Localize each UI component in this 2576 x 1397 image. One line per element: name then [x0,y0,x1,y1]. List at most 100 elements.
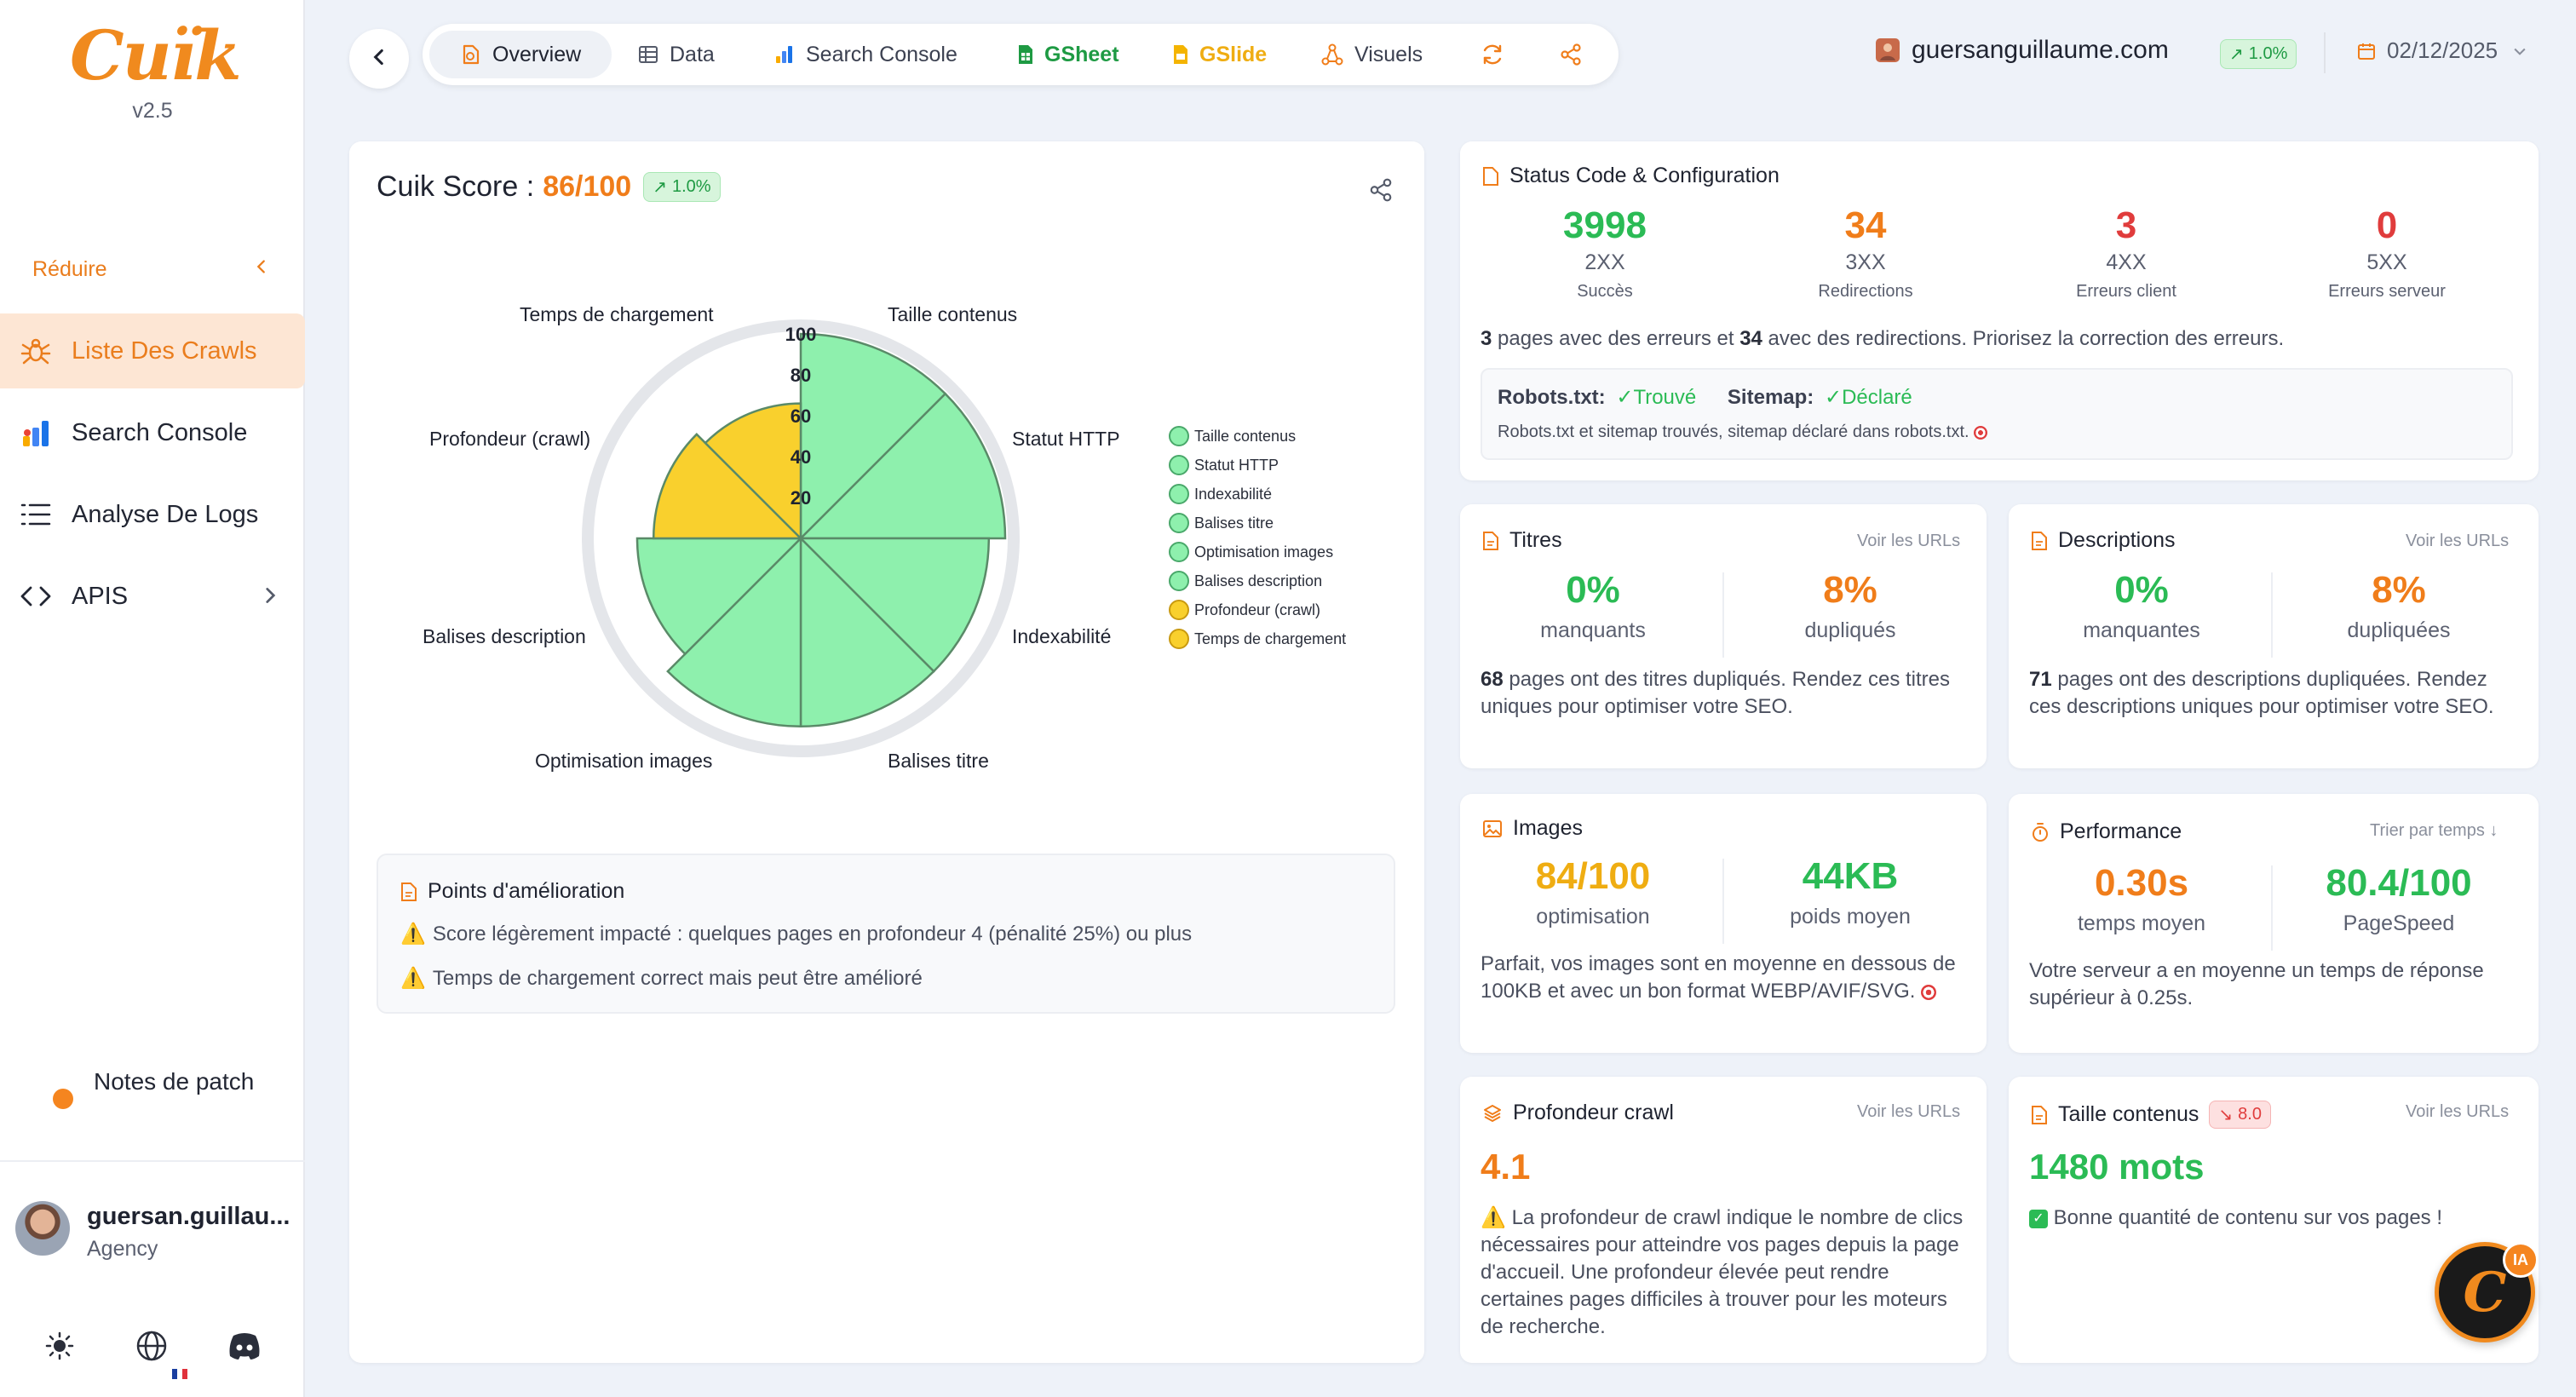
check-icon: ✓ [1824,386,1843,409]
calendar-icon [2356,41,2377,61]
descriptions-text: 71 pages ont des descriptions dupliquées… [2029,668,2494,718]
legend-item[interactable]: Balises titre [1169,513,1274,533]
legend-swatch [1169,600,1189,620]
legend-label: Taille contenus [1194,427,1297,445]
radar-label-profondeur: Profondeur (crawl) [429,428,591,450]
legend-swatch [1169,513,1189,533]
depth-text: ⚠️ La profondeur de crawl indique le nom… [1481,1206,1964,1338]
site-favicon-icon [1876,38,1900,62]
sort-by-time-link[interactable]: Trier par temps ↓ [2370,821,2498,840]
radar-tick-label: 100 [785,324,817,345]
patch-notes-link[interactable]: Notes de patch [53,1065,264,1109]
sidebar-item-label: Liste Des Crawls [72,336,257,365]
gslide-icon [1172,43,1189,66]
legend-item[interactable]: Optimisation images [1169,542,1333,562]
status-2xx: 3998 2XX Succès [1563,204,1647,301]
legend-item[interactable]: Taille contenus [1169,426,1296,446]
legend-label: Balises description [1194,572,1323,589]
collapse-sidebar-button[interactable]: Réduire [32,254,271,285]
collapse-label: Réduire [32,256,107,281]
radar-label-images: Optimisation images [535,750,713,772]
performance-pagespeed: 80.4/100 PageSpeed [2326,862,2472,935]
spider-icon [17,332,55,370]
radar-label-titre: Balises titre [888,750,989,772]
user-role: Agency [87,1237,158,1261]
globe-icon[interactable] [135,1329,169,1367]
sun-icon[interactable] [44,1331,75,1365]
refresh-icon[interactable] [1481,43,1504,71]
domain-trend-badge: ↗ 1.0% [2220,39,2297,69]
tab-visuels[interactable]: Visuels [1320,31,1423,78]
legend-item[interactable]: Indexabilité [1169,484,1272,504]
view-urls-link[interactable]: Voir les URLs [2406,1102,2510,1121]
gsheet-icon [1017,43,1034,66]
layers-icon [1482,1103,1503,1124]
radar-label-statut: Statut HTTP [1012,428,1120,450]
user-profile[interactable]: guersan.guillau... Agency [0,1160,305,1261]
performance-time: 0.30s temps moyen [2077,862,2206,935]
legend-item[interactable]: Temps de chargement [1169,629,1346,649]
app-logo[interactable]: Cuïk [70,15,242,95]
tab-overview[interactable]: Overview [429,31,612,78]
titles-duplicates: 8% dupliqués [1804,569,1896,642]
radar-wedge-7[interactable] [652,433,804,540]
radar-wedge-1[interactable] [799,332,947,542]
score-trend-badge: ↗ 1.0% [643,172,721,202]
check-box-icon: ✓ [2029,1209,2048,1228]
share-icon[interactable] [1368,177,1394,207]
chevron-right-icon [259,583,281,615]
list-icon [17,496,55,533]
descriptions-title: Descriptions [2031,528,2176,553]
tab-gslide[interactable]: GSlide [1172,31,1267,78]
discord-icon[interactable] [227,1331,262,1365]
back-button[interactable] [349,29,409,89]
legend-label: Indexabilité [1194,485,1273,503]
legend-item[interactable]: Profondeur (crawl) [1169,600,1320,620]
score-title: Cuik Score : 86/100 ↗ 1.0% [377,170,721,204]
radar-outer-ring [582,319,1020,757]
status-3xx: 34 3XX Redirections [1818,204,1913,301]
patch-notes-label: Notes de patch [94,1068,255,1095]
radar-wedge-2[interactable] [797,392,1007,540]
radar-wedge-4[interactable] [799,535,935,728]
radar-wedge-5[interactable] [666,535,802,728]
images-weight: 44KB poids moyen [1790,855,1911,928]
radar-label-taille: Taille contenus [888,303,1018,325]
sidebar-item-apis[interactable]: APIS [0,559,305,634]
tab-gsheet[interactable]: GSheet [1017,31,1119,78]
legend-swatch [1169,629,1189,649]
chevron-down-icon [2511,43,2528,60]
radar-wedge-6[interactable] [635,537,804,656]
document-icon [2031,531,2048,551]
descriptions-duplicates: 8% dupliquées [2347,569,2451,642]
legend-swatch [1169,571,1189,591]
table-icon [637,43,659,66]
view-urls-link[interactable]: Voir les URLs [1857,1102,1961,1121]
domain-selector[interactable]: guersanguillaume.com [1876,36,2169,65]
improvement-item: Temps de chargement correct mais peut êt… [432,966,923,990]
improvements-title: Points d'amélioration [428,879,625,903]
sidebar-item-search-console[interactable]: Search Console [0,395,305,470]
legend-item[interactable]: Balises description [1169,571,1322,591]
sidebar-item-liste-des-crawls[interactable]: Liste Des Crawls [0,313,305,388]
tab-search-console[interactable]: Search Console [773,31,957,78]
descriptions-missing: 0% manquantes [2083,569,2200,642]
sidebar-item-analyse-de-logs[interactable]: Analyse De Logs [0,477,305,552]
tab-data[interactable]: Data [637,31,715,78]
target-icon [1921,984,1937,1000]
depth-value: 4.1 [1481,1147,1531,1187]
radar-wedge-8[interactable] [704,402,802,542]
robots-panel: Robots.txt: ✓Trouvé Sitemap: ✓Déclaré Ro… [1481,368,2513,460]
view-urls-link[interactable]: Voir les URLs [2406,532,2510,550]
share-icon[interactable] [1559,43,1583,71]
legend-item[interactable]: Statut HTTP [1169,455,1279,475]
status-title: Status Code & Configuration [1482,164,1780,188]
radar-wedge-3[interactable] [797,537,991,673]
code-icon [17,578,55,615]
radar-label-description: Balises description [423,625,586,647]
view-urls-link[interactable]: Voir les URLs [1857,532,1961,550]
legend-label: Profondeur (crawl) [1194,601,1321,618]
document-icon [1482,166,1499,187]
search-console-icon [17,414,55,451]
date-picker[interactable]: 02/12/2025 [2356,37,2528,64]
